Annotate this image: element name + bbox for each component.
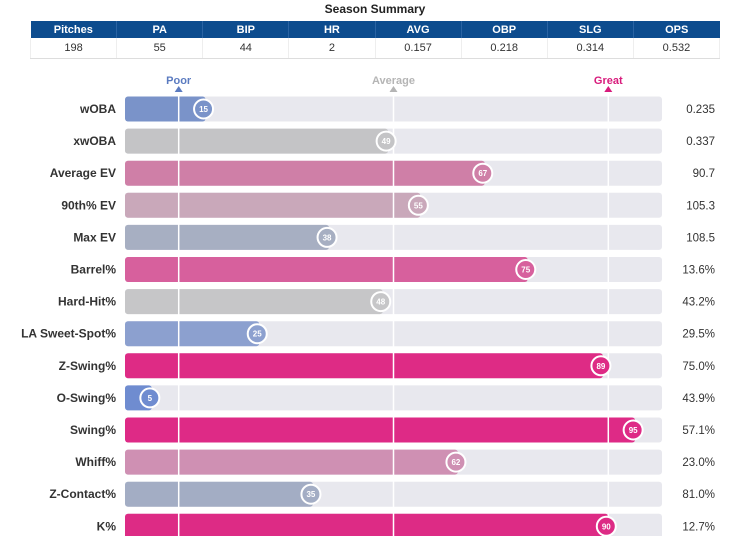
- stat-value: 29.5%: [682, 329, 715, 341]
- percentile-bar: [125, 224, 330, 250]
- metric-label: K%: [97, 519, 117, 533]
- metric-label: LA Sweet-Spot%: [21, 327, 116, 341]
- percentile-label: 75: [521, 266, 530, 275]
- stat-value: 0.235: [686, 104, 715, 116]
- percentile-bar: [125, 513, 609, 536]
- reference-marker-icon: [389, 86, 398, 92]
- percentile-label: 15: [199, 105, 208, 114]
- percentile-label: 55: [414, 201, 423, 210]
- metric-label: Z-Swing%: [59, 359, 117, 373]
- percentile-dot: [375, 130, 397, 152]
- stat-value: 57.1%: [682, 425, 715, 437]
- header-hr: HR: [288, 21, 376, 38]
- percentile-dot: [246, 323, 268, 345]
- chart-title: Season Summary: [324, 2, 426, 16]
- percentile-bar: [125, 353, 603, 379]
- metric-label: Swing%: [70, 423, 116, 437]
- header-slg: SLG: [547, 21, 634, 38]
- percentile-label: 90: [602, 522, 611, 531]
- stat-value: 75.0%: [682, 361, 715, 373]
- percentile-label: 48: [376, 298, 385, 307]
- metric-label: Z-Contact%: [49, 487, 116, 501]
- percentile-bar: [125, 321, 260, 347]
- percentile-bar: [125, 257, 528, 282]
- value-hr: 2: [288, 38, 376, 59]
- season-summary-table: Pitches PA BIP HR AVG OBP SLG OPS 198 55…: [29, 21, 721, 59]
- percentile-bar: [125, 289, 383, 315]
- value-obp: 0.218: [461, 38, 548, 59]
- header-obp: OBP: [461, 21, 548, 38]
- stat-value: 108.5: [686, 232, 715, 244]
- percentile-label: 62: [451, 458, 460, 467]
- percentile-dot: [445, 451, 467, 473]
- header-pa: PA: [116, 21, 204, 38]
- percentile-bar: [125, 192, 421, 218]
- percentile-dot: [316, 226, 338, 248]
- summary-header-row: Pitches PA BIP HR AVG OBP SLG OPS: [30, 21, 720, 38]
- metric-label: Barrel%: [71, 263, 117, 277]
- value-avg: 0.157: [375, 38, 462, 59]
- stat-value: 23.0%: [682, 457, 715, 469]
- value-slg: 0.314: [547, 38, 634, 59]
- percentile-label: 5: [148, 394, 153, 403]
- percentile-bar: [125, 481, 313, 507]
- header-bip: BIP: [202, 21, 290, 38]
- value-pitches: 198: [29, 38, 118, 59]
- percentile-label: 95: [629, 426, 638, 435]
- metric-label: 90th% EV: [61, 198, 116, 212]
- reference-label: Great: [594, 75, 623, 87]
- stat-value: 105.3: [686, 200, 715, 212]
- stat-value: 90.7: [693, 168, 715, 180]
- header-avg: AVG: [375, 21, 462, 38]
- metric-label: Max EV: [73, 230, 116, 244]
- metric-label: wOBA: [79, 102, 116, 116]
- stat-value: 81.0%: [682, 489, 715, 501]
- percentile-bar: [125, 160, 485, 186]
- percentile-label: 89: [596, 362, 605, 371]
- stat-value: 0.337: [686, 136, 715, 148]
- metric-label: Average EV: [50, 166, 116, 180]
- percentile-bar: [125, 96, 206, 122]
- value-bip: 44: [202, 38, 290, 59]
- reference-marker-icon: [174, 86, 183, 92]
- stat-value: 13.6%: [682, 265, 715, 277]
- percentile-dot: [622, 419, 644, 441]
- stat-value: 43.2%: [682, 297, 715, 309]
- percentile-dot: [407, 194, 429, 216]
- value-pa: 55: [116, 38, 204, 59]
- stat-value: 12.7%: [682, 521, 715, 533]
- percentile-dot: [515, 259, 537, 280]
- percentile-label: 35: [306, 490, 315, 499]
- value-ops: 0.532: [633, 38, 721, 59]
- percentile-dot: [139, 387, 161, 409]
- percentile-dot: [370, 291, 392, 313]
- metric-label: Hard-Hit%: [58, 295, 116, 309]
- metric-label: Whiff%: [75, 455, 116, 469]
- percentile-bar-chart: wOBA 0.235 xwOBA 0.337 Average EV 90.7 90th% E…: [21, 75, 715, 536]
- percentile-bar: [125, 417, 636, 443]
- reference-marker-icon: [604, 86, 613, 92]
- stat-value: 43.9%: [682, 393, 715, 405]
- percentile-label: 38: [323, 233, 332, 242]
- percentile-dot: [300, 483, 322, 505]
- metric-label: xwOBA: [73, 134, 116, 148]
- header-ops: OPS: [633, 21, 720, 38]
- percentile-label: 49: [382, 137, 391, 146]
- percentile-label: 67: [478, 169, 487, 178]
- percentile-dot: [472, 162, 494, 184]
- percentile-dot: [193, 98, 215, 120]
- percentile-bar: [125, 128, 389, 154]
- summary-value-row: 198 55 44 2 0.157 0.218 0.314 0.532: [29, 38, 721, 59]
- reference-label: Poor: [166, 75, 192, 87]
- percentile-label: 25: [253, 330, 262, 339]
- percentile-bar: [125, 449, 458, 475]
- metric-label: O-Swing%: [57, 391, 117, 405]
- percentile-dot: [590, 355, 612, 377]
- reference-label: Average: [372, 75, 415, 87]
- header-pitches: Pitches: [30, 21, 118, 38]
